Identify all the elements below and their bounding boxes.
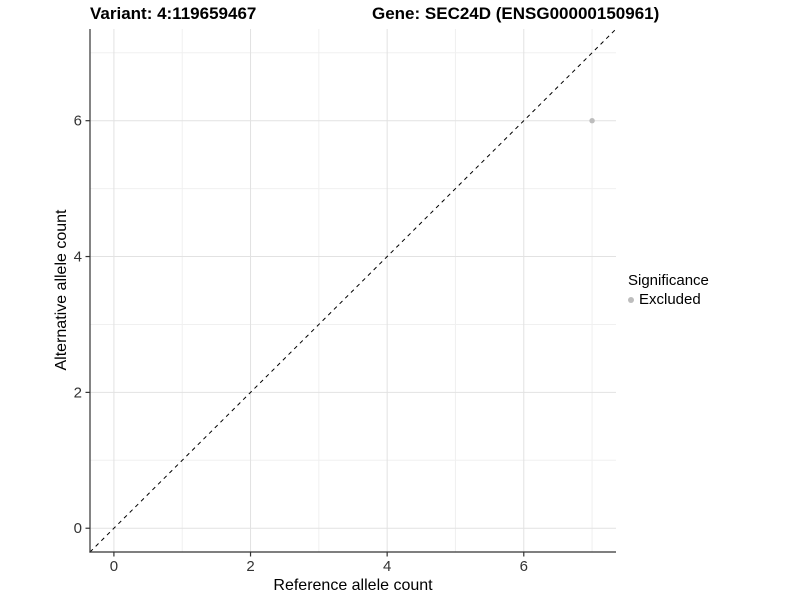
legend-title: Significance [628,272,709,289]
x-tick-label: 6 [520,558,528,575]
plot-title-variant: Variant: 4:119659467 [90,4,257,23]
x-tick-label: 0 [110,558,118,575]
y-tick-label: 2 [74,384,82,401]
y-tick-label: 0 [74,520,82,537]
legend-item-label: Excluded [639,291,701,308]
identity-dashed-line [89,28,617,553]
plot-title-gene: Gene: SEC24D (ENSG00000150961) [372,4,660,23]
x-axis-title: Reference allele count [273,577,433,594]
x-tick-label: 2 [246,558,254,575]
y-axis-title: Alternative allele count [53,209,70,371]
legend: Significance Excluded [628,272,709,308]
legend-item-excluded: Excluded [628,291,709,308]
data-point [589,117,595,124]
y-tick-label: 4 [74,249,82,266]
y-tick-label: 6 [74,113,82,130]
legend-point-icon [628,296,634,303]
x-tick-label: 4 [383,558,391,575]
